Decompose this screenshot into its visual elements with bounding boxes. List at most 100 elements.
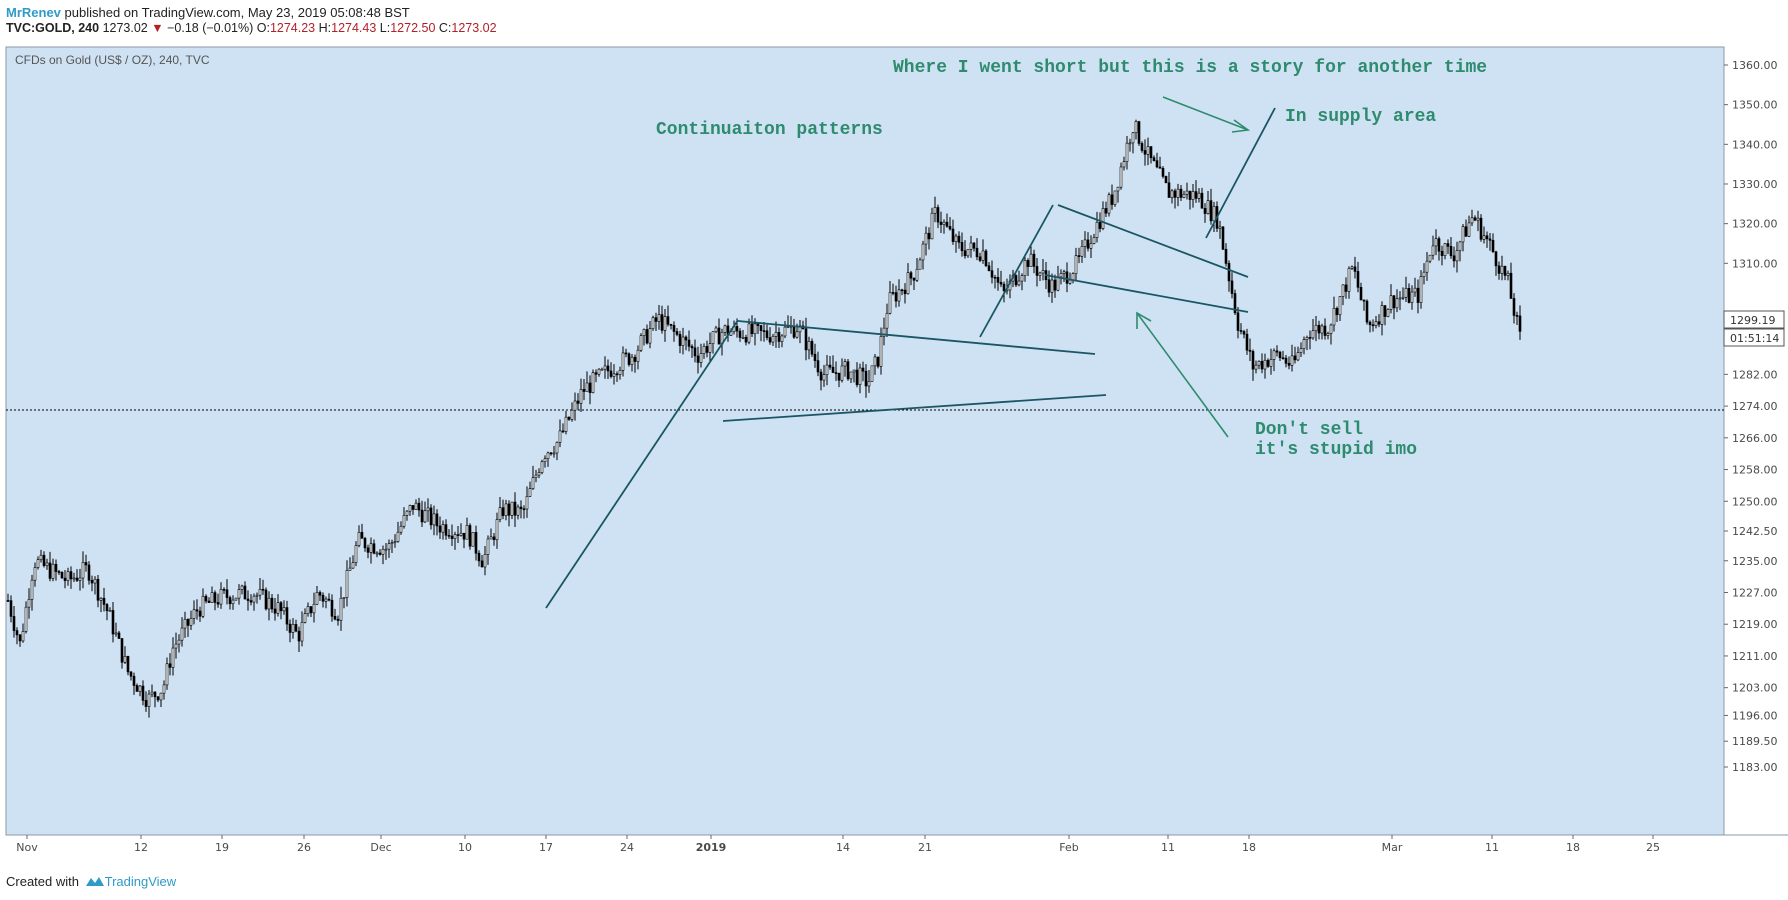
candle-body — [288, 623, 292, 633]
candle-body — [1125, 142, 1129, 162]
candle-body — [1221, 226, 1225, 250]
candle-body — [1464, 226, 1468, 237]
candle-body — [15, 630, 19, 636]
candle-body — [936, 207, 940, 223]
x-tick-label: 19 — [215, 841, 229, 854]
trendline-triangle-top[interactable] — [737, 320, 1096, 355]
candle-body — [1320, 325, 1324, 334]
candle-body — [852, 369, 856, 373]
candle-body — [1080, 246, 1084, 257]
candle-body — [249, 600, 253, 603]
candle-body — [1203, 207, 1207, 214]
candle-body — [1383, 305, 1387, 317]
candle-body — [612, 373, 616, 377]
candle-body — [45, 562, 49, 566]
candle-body — [618, 370, 622, 375]
candle-body — [1230, 280, 1234, 294]
arrow-dont-sell[interactable] — [1136, 312, 1229, 438]
candle-body — [567, 416, 571, 420]
candle-body — [891, 292, 895, 294]
candle-body — [261, 588, 265, 591]
candle-body — [585, 382, 589, 392]
price-axis[interactable]: 1360.00 1350.00 1340.00 1330.00 1320.00 1310.… — [1724, 59, 1778, 774]
candle-body — [1356, 271, 1360, 288]
candle-body — [660, 314, 664, 331]
candle-body — [1263, 359, 1267, 370]
candle-body — [78, 577, 82, 581]
candle-body — [756, 323, 760, 326]
trendline-rise-1[interactable] — [545, 319, 739, 609]
tradingview-brand-link[interactable]: TradingView — [104, 874, 177, 889]
candle-body — [987, 265, 991, 271]
candle-body — [165, 663, 169, 686]
candle-body — [468, 525, 472, 547]
y-tick-label: 1250.00 — [1732, 495, 1778, 508]
trendline-rise-3[interactable] — [1205, 107, 1276, 239]
candle-body — [366, 547, 370, 553]
annotation-arrows[interactable] — [1136, 96, 1251, 438]
candle-body — [84, 562, 88, 566]
candle-body — [537, 472, 541, 476]
publish-line: MrRenev published on TradingView.com, Ma… — [6, 5, 410, 20]
candle-body — [1329, 324, 1333, 334]
candle-body — [1020, 275, 1024, 282]
price-label-box: 1299.19 01:51:14 — [1723, 310, 1785, 347]
candle-body — [519, 506, 523, 510]
candle-body — [510, 501, 514, 516]
candle-body — [1398, 297, 1402, 300]
candle-body — [402, 515, 406, 527]
candle-body — [696, 355, 700, 363]
candle-body — [492, 536, 496, 541]
candle-body — [1227, 263, 1231, 282]
candle-body — [1038, 272, 1042, 276]
candle-body — [1452, 255, 1456, 262]
candle-body — [777, 332, 781, 342]
author-link[interactable]: MrRenev — [6, 5, 61, 20]
candle-body — [360, 531, 364, 539]
annotation-dont-sell: Don't sell — [1255, 420, 1363, 440]
candle-body — [969, 242, 973, 250]
last-price: 1273.02 — [102, 21, 148, 35]
candle-body — [1482, 235, 1486, 240]
candle-body — [417, 502, 421, 511]
candle-body — [189, 618, 193, 626]
candle-body — [270, 597, 274, 610]
candle-body — [579, 389, 583, 404]
trendline-rise-2[interactable] — [979, 204, 1054, 338]
trendline-flag-top[interactable] — [1057, 204, 1249, 278]
candle-body — [1413, 287, 1417, 293]
candle-body — [300, 622, 304, 642]
trendlines[interactable] — [545, 107, 1276, 609]
candle-body — [864, 370, 868, 387]
y-tick-label: 1274.00 — [1732, 400, 1778, 413]
candle-body — [735, 326, 739, 332]
candle-body — [132, 675, 136, 686]
time-axis[interactable]: Nov 12 19 26 Dec 10 17 24 2019 14 21 Feb 11 18 Mar 11 18… — [16, 835, 1660, 854]
trendline-flag-bottom[interactable] — [1044, 274, 1249, 313]
candle-body — [291, 624, 295, 633]
candle-body — [90, 580, 94, 584]
candle-body — [303, 613, 307, 623]
trendline-triangle-bottom[interactable] — [722, 394, 1107, 422]
candle-body — [870, 365, 874, 382]
candle-body — [216, 602, 220, 605]
y-tick-label: 1340.00 — [1732, 138, 1778, 151]
candle-body — [741, 337, 745, 339]
candle-body — [1509, 272, 1513, 299]
candle-body — [543, 458, 547, 463]
candle-body — [1212, 206, 1216, 222]
candle-body — [477, 552, 481, 562]
arrow-supply-head — [1231, 119, 1251, 133]
candle-body — [990, 270, 994, 278]
x-tick-label: Nov — [16, 841, 38, 854]
candle-body — [558, 430, 562, 443]
candle-body — [993, 276, 997, 279]
candle-body — [18, 634, 22, 642]
candle-body — [222, 589, 226, 591]
candle-body — [1023, 260, 1027, 276]
candle-body — [996, 277, 1000, 283]
arrow-supply[interactable] — [1162, 96, 1249, 131]
candle-body — [456, 534, 460, 536]
candle-body — [1494, 251, 1498, 267]
